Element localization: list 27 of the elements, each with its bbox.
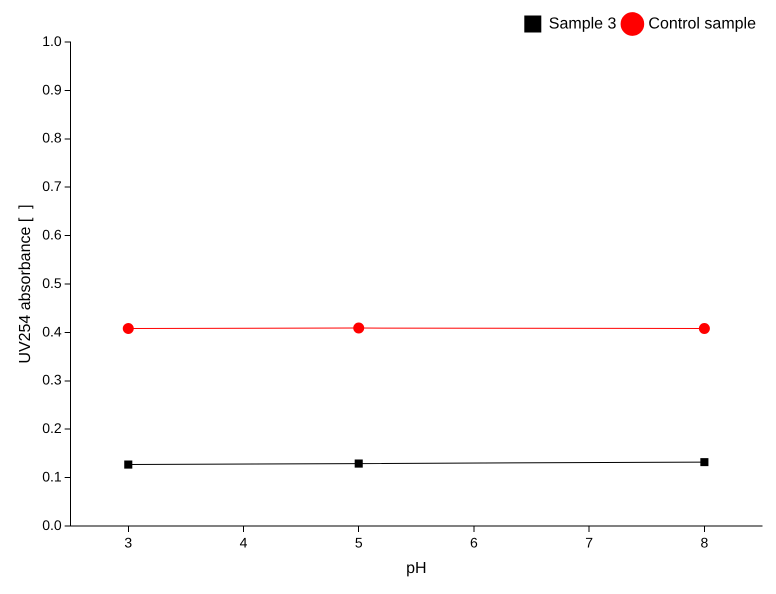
x-tick-label: 6	[470, 534, 478, 550]
y-tick-label: 0.8	[42, 130, 62, 146]
x-tick-label: 4	[240, 534, 248, 550]
x-tick-label: 7	[585, 534, 594, 550]
x-tick-label: 8	[700, 534, 708, 550]
point	[353, 322, 364, 334]
x-tick-label: 5	[354, 534, 363, 550]
y-tick-label: 0.3	[42, 372, 62, 388]
y-tick-label: 1.0	[42, 32, 62, 49]
point	[354, 460, 363, 468]
x-tick-label: 3	[124, 534, 132, 550]
point	[698, 323, 710, 334]
y-tick-label: 0.9	[42, 81, 62, 98]
y-tick-label: 0.1	[42, 468, 62, 484]
y-tick-label: 0.2	[42, 420, 62, 436]
y-tick-label: 0.5	[42, 274, 62, 291]
point	[122, 323, 134, 334]
y-axis-title: UV254 absorbance [ ]	[17, 204, 34, 364]
x-axis-title: pH	[406, 560, 427, 577]
y-tick-label: 0.6	[42, 226, 62, 242]
point	[124, 460, 132, 469]
point	[700, 458, 708, 466]
y-tick-label: 0.0	[42, 516, 62, 533]
legend-label: Control sample	[648, 15, 756, 32]
y-tick-label: 0.4	[42, 323, 62, 340]
legend-label: Sample 3	[548, 15, 616, 32]
y-tick-label: 0.7	[42, 178, 62, 194]
